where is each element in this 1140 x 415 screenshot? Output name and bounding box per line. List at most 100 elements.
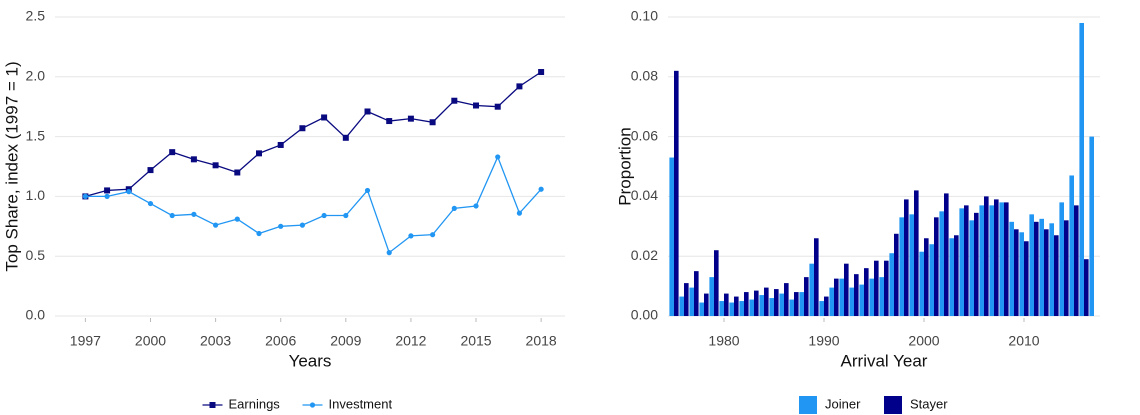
marker [429,119,436,126]
x-tick-label: 2006 [265,333,296,349]
legend-label: Investment [329,396,393,411]
bar [874,260,879,316]
marker [299,125,306,132]
bar [869,278,874,316]
bar [974,212,979,316]
marker [104,193,110,199]
bar [754,290,759,316]
bar [879,277,884,316]
bar [764,287,769,316]
bar [1084,259,1089,316]
bar [1089,136,1094,316]
bar [1054,235,1059,316]
marker [473,203,479,209]
bar [964,205,969,316]
marker [342,134,349,141]
bar [714,250,719,316]
bar [909,214,914,316]
bar [749,299,754,316]
marker [386,118,393,125]
bar [679,296,684,316]
bar [999,202,1004,316]
y-tick-label: 1.5 [26,127,46,143]
marker [494,103,501,110]
marker [321,114,328,121]
bar [744,292,749,316]
bar [954,235,959,316]
bar [854,274,859,316]
bar [949,238,954,316]
y-tick-label: 0.5 [26,247,46,263]
bar [699,302,704,316]
bar [829,287,834,316]
bar [984,196,989,316]
bar [859,284,864,316]
x-tick-label: 2009 [330,333,361,349]
marker [169,149,176,156]
bar [904,199,909,316]
marker [256,230,262,237]
bar [959,208,964,316]
bar [979,205,984,316]
x-axis-title: Years [289,351,332,370]
y-tick-label: 0.04 [631,187,658,203]
bar [784,283,789,316]
bar [794,292,799,316]
legend-label: Earnings [229,396,281,411]
x-tick-label: 2012 [395,333,426,349]
marker [516,83,523,90]
bar [1029,214,1034,316]
bar [1014,229,1019,316]
bar [704,293,709,316]
bar [889,253,894,316]
x-tick-label: 2010 [1008,333,1039,349]
bar [1079,22,1084,316]
x-axis-title: Arrival Year [841,351,928,370]
bar [739,301,744,316]
marker [516,210,523,216]
bar [674,70,679,316]
bar [919,251,924,316]
bar [989,205,994,316]
bar [924,238,929,316]
y-axis-title: Proportion [615,127,634,205]
marker [430,232,436,238]
marker [343,212,349,219]
marker [212,222,219,228]
marker [169,212,175,219]
bar [769,298,774,316]
x-tick-label: 2000 [135,333,166,349]
marker [82,193,88,199]
bar [729,302,734,316]
bar [724,293,729,316]
bar [719,301,724,316]
bar [994,199,999,316]
bar [819,301,824,316]
line [85,71,542,198]
bar [1049,223,1054,316]
marker [408,233,414,239]
bar [934,217,939,316]
marker [473,102,480,109]
bar [804,277,809,316]
bar [694,271,699,316]
y-axis-title: Top Share, index (1997 = 1) [2,61,21,271]
bar [884,260,889,316]
legend-swatch [884,396,902,414]
bar [899,217,904,316]
marker [234,216,240,222]
marker [147,200,154,207]
bar [789,299,794,316]
marker [538,69,545,76]
bar [939,211,944,316]
bar [929,244,934,316]
y-tick-label: 0.10 [631,8,658,24]
marker [256,150,262,157]
y-tick-label: 0.08 [631,68,658,84]
bar [914,190,919,316]
marker [212,162,219,169]
bar [1004,202,1009,316]
x-tick-label: 2003 [200,333,231,349]
